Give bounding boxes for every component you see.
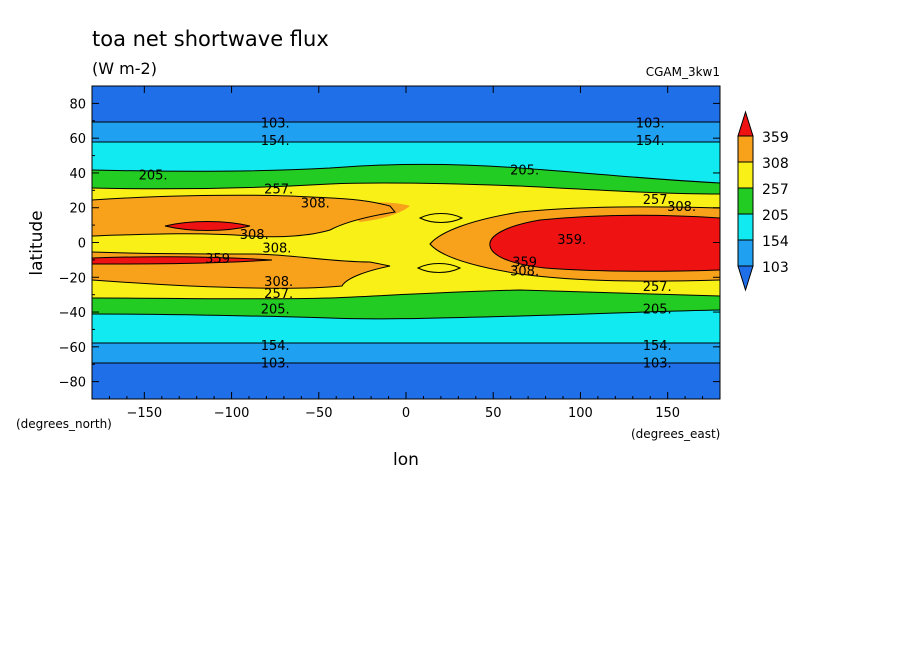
chart-units: (W m-2) xyxy=(92,59,157,78)
chart-title: toa net shortwave flux xyxy=(92,27,329,51)
contour-label: 257. xyxy=(643,193,672,208)
x-tick-label: 0 xyxy=(402,406,410,421)
dataset-label: CGAM_3kw1 xyxy=(646,65,720,79)
red-west-north xyxy=(165,221,250,231)
y-tick-label: 40 xyxy=(69,167,86,182)
red-east xyxy=(489,215,720,272)
x-axis: −150 −100 −50 0 50 100 150 xyxy=(108,86,704,421)
contour-label: 308. xyxy=(667,200,696,215)
contour-label: 308. xyxy=(240,228,269,243)
x-tick-label: −100 xyxy=(214,406,250,421)
colorbar-label: 257 xyxy=(762,182,789,198)
colorbar-bottom-arrow xyxy=(737,265,754,292)
contour-label: 308. xyxy=(301,197,330,212)
contour-label: 154. xyxy=(261,134,290,149)
colorbar-label: 103 xyxy=(762,260,789,276)
x-tick-label: 50 xyxy=(485,406,502,421)
contour-label: 154. xyxy=(643,339,672,354)
contour-label: 103. xyxy=(643,356,672,371)
band-205-south xyxy=(92,310,720,343)
x-tick-label: −150 xyxy=(126,406,162,421)
contour-lines xyxy=(91,121,721,364)
colorbar-box xyxy=(737,213,754,241)
y-tick-label: −60 xyxy=(59,341,86,356)
y-tick-label: 0 xyxy=(78,237,86,252)
colorbar-box xyxy=(737,239,754,267)
orange-central-north xyxy=(340,202,410,222)
band-257-south xyxy=(92,290,720,319)
band-154-south xyxy=(92,343,720,363)
contour-label: 103. xyxy=(261,356,290,371)
colorbar-top-arrow xyxy=(737,110,754,137)
y-tick-label: 20 xyxy=(69,202,86,217)
contour-label: 154. xyxy=(636,134,665,149)
contour-label: 257. xyxy=(264,287,293,302)
colorbar-label: 308 xyxy=(762,156,789,172)
band-154-north xyxy=(92,122,720,142)
colorbar: 359 308 257 205 154 103 xyxy=(737,110,789,292)
colorbar-box xyxy=(737,161,754,189)
band-205-north xyxy=(92,142,720,183)
contour-label: 359. xyxy=(557,233,586,248)
contour-label: 359 xyxy=(205,252,230,267)
contour-label: 359 xyxy=(512,256,537,271)
contour-label: 205. xyxy=(510,163,539,178)
contour-label: 103. xyxy=(261,117,290,132)
y-tick-label: −80 xyxy=(59,376,86,391)
contour-label: 257. xyxy=(264,183,293,198)
y-tick-label: −40 xyxy=(59,306,86,321)
contour-label: 103. xyxy=(636,117,665,132)
x-tick-label: 100 xyxy=(568,406,593,421)
contour-label: 308. xyxy=(262,242,291,257)
plot-area: 103. 103.154. 154.205. 205.257.257.308. 308.… xyxy=(91,85,721,400)
y-axis-title: latitude xyxy=(27,210,47,275)
colorbar-box xyxy=(737,187,754,215)
contour-label: 308. xyxy=(510,264,539,279)
contour-label: 205. xyxy=(139,169,168,184)
x-units-label: (degrees_east) xyxy=(631,427,720,441)
contour-label: 308. xyxy=(264,275,293,290)
colorbar-box xyxy=(737,135,754,163)
y-units-label: (degrees_north) xyxy=(16,417,112,431)
y-axis: 80 60 40 20 0 −20 −40 −60 −80 xyxy=(59,85,720,400)
y-tick-label: 80 xyxy=(69,97,86,112)
colorbar-label: 359 xyxy=(762,130,789,146)
colorbar-label: 154 xyxy=(762,234,789,250)
contour-labels: 103. 103.154. 154.205. 205.257.257.308. 308.… xyxy=(139,117,697,372)
x-tick-label: −50 xyxy=(305,406,332,421)
contour-label: 205. xyxy=(643,303,672,318)
x-axis-title: lon xyxy=(393,450,419,470)
contour-label: 205. xyxy=(261,303,290,318)
contour-label: 257. xyxy=(643,280,672,295)
contour-label: 154. xyxy=(261,339,290,354)
x-tick-label: 150 xyxy=(655,406,680,421)
y-tick-label: 60 xyxy=(69,132,86,147)
y-tick-label: −20 xyxy=(59,271,86,286)
colorbar-label: 205 xyxy=(762,208,789,224)
